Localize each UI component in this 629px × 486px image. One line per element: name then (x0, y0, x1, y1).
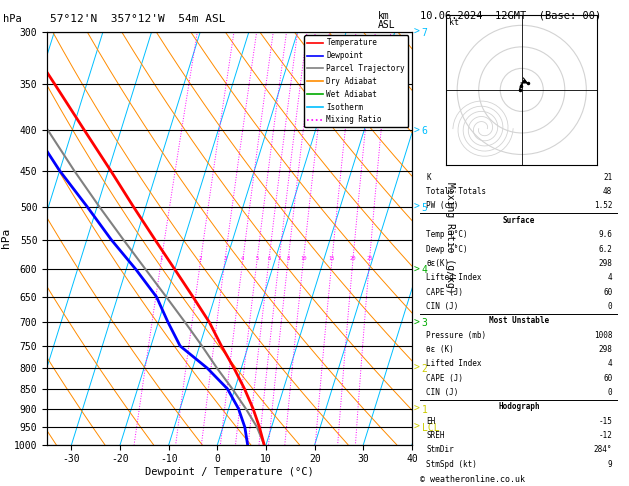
Text: kt: kt (448, 18, 459, 27)
Text: 5: 5 (255, 256, 259, 260)
Text: 4: 4 (608, 359, 613, 368)
Text: 3: 3 (223, 256, 226, 260)
Text: 60: 60 (603, 374, 613, 382)
Text: 21: 21 (603, 173, 613, 182)
Text: >: > (414, 422, 420, 432)
Text: θε (K): θε (K) (426, 345, 454, 354)
Text: 284°: 284° (594, 445, 613, 454)
Text: Surface: Surface (503, 216, 535, 225)
Text: 60: 60 (603, 288, 613, 296)
Text: StmSpd (kt): StmSpd (kt) (426, 460, 477, 469)
Text: 0: 0 (608, 388, 613, 397)
Text: Temp (°C): Temp (°C) (426, 230, 468, 239)
Text: CIN (J): CIN (J) (426, 302, 459, 311)
Text: 4: 4 (241, 256, 244, 260)
Text: 10.06.2024  12GMT  (Base: 00): 10.06.2024 12GMT (Base: 00) (420, 11, 601, 21)
Text: θε(K): θε(K) (426, 259, 449, 268)
Text: 15: 15 (328, 256, 335, 260)
Text: >: > (414, 363, 420, 373)
Text: 298: 298 (598, 345, 613, 354)
Text: >: > (414, 125, 420, 135)
Text: CAPE (J): CAPE (J) (426, 374, 463, 382)
Text: K: K (426, 173, 431, 182)
Text: 1.52: 1.52 (594, 202, 613, 210)
Y-axis label: hPa: hPa (1, 228, 11, 248)
Text: 6.2: 6.2 (598, 244, 613, 254)
Text: 9: 9 (608, 460, 613, 469)
Text: Most Unstable: Most Unstable (489, 316, 549, 325)
Y-axis label: Mixing Ratio (g/kg): Mixing Ratio (g/kg) (445, 182, 455, 294)
Text: 9.6: 9.6 (598, 230, 613, 239)
Text: 7: 7 (277, 256, 281, 260)
Text: Hodograph: Hodograph (498, 402, 540, 411)
Text: 1: 1 (160, 256, 163, 260)
Text: 8: 8 (286, 256, 289, 260)
Legend: Temperature, Dewpoint, Parcel Trajectory, Dry Adiabat, Wet Adiabat, Isotherm, Mi: Temperature, Dewpoint, Parcel Trajectory… (304, 35, 408, 127)
Text: Dewp (°C): Dewp (°C) (426, 244, 468, 254)
Text: 10: 10 (300, 256, 306, 260)
Text: >: > (414, 264, 420, 275)
Text: -12: -12 (598, 431, 613, 440)
Text: StmDir: StmDir (426, 445, 454, 454)
Text: PW (cm): PW (cm) (426, 202, 459, 210)
Text: 57°12'N  357°12'W  54m ASL: 57°12'N 357°12'W 54m ASL (50, 14, 226, 24)
Text: -15: -15 (598, 417, 613, 426)
X-axis label: Dewpoint / Temperature (°C): Dewpoint / Temperature (°C) (145, 467, 314, 477)
Text: hPa: hPa (3, 14, 22, 24)
Text: CAPE (J): CAPE (J) (426, 288, 463, 296)
Text: EH: EH (426, 417, 435, 426)
Text: 25: 25 (366, 256, 373, 260)
Text: Totals Totals: Totals Totals (426, 187, 486, 196)
Text: km: km (377, 11, 389, 21)
Text: >: > (414, 202, 420, 212)
Text: 298: 298 (598, 259, 613, 268)
Text: 0: 0 (608, 302, 613, 311)
Text: Lifted Index: Lifted Index (426, 273, 482, 282)
Text: Pressure (mb): Pressure (mb) (426, 330, 486, 340)
Text: © weatheronline.co.uk: © weatheronline.co.uk (420, 474, 525, 484)
Text: 6: 6 (267, 256, 270, 260)
Text: ASL: ASL (377, 20, 395, 31)
Text: 20: 20 (350, 256, 356, 260)
Text: >: > (414, 317, 420, 327)
Text: 48: 48 (603, 187, 613, 196)
Text: Lifted Index: Lifted Index (426, 359, 482, 368)
Text: 2: 2 (199, 256, 202, 260)
Text: 1008: 1008 (594, 330, 613, 340)
Text: SREH: SREH (426, 431, 445, 440)
Text: >: > (414, 403, 420, 414)
Text: CIN (J): CIN (J) (426, 388, 459, 397)
Text: >: > (414, 27, 420, 36)
Text: 4: 4 (608, 273, 613, 282)
